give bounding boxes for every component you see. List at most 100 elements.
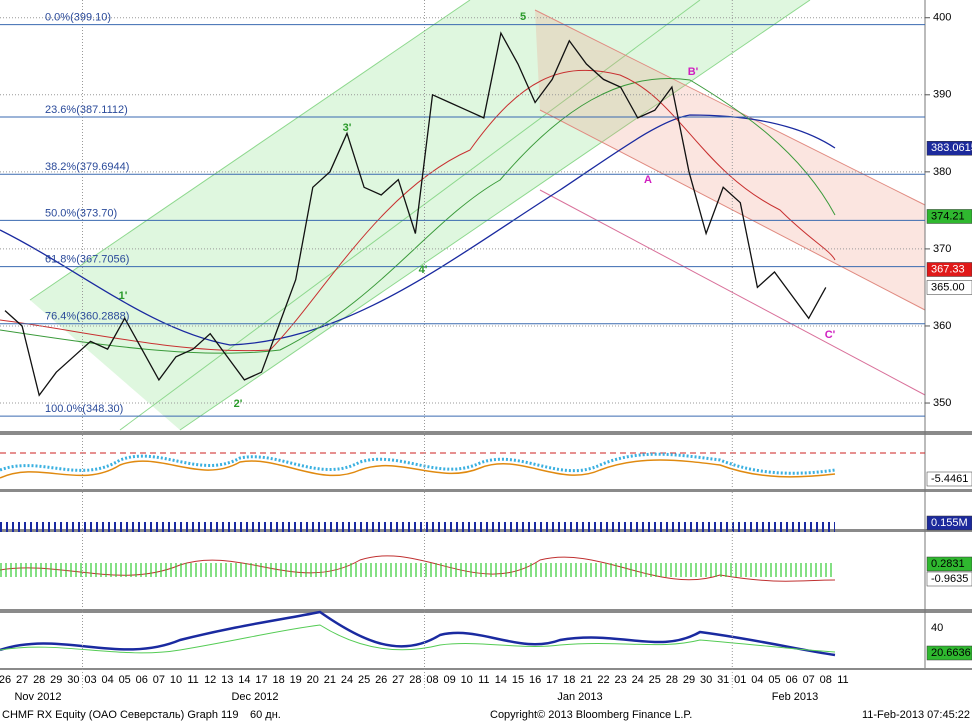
wave-label: 5 bbox=[520, 11, 526, 23]
indicator-label: 0.2831 bbox=[931, 558, 965, 570]
x-tick-label: 26 bbox=[375, 674, 387, 686]
x-tick-label: 21 bbox=[324, 674, 336, 686]
rsi-line bbox=[0, 610, 836, 657]
axis-value-label: 383.0615 bbox=[931, 142, 972, 154]
channel-line bbox=[179, 0, 811, 431]
panel-separator bbox=[0, 431, 972, 435]
x-tick-label: 11 bbox=[187, 674, 198, 686]
y-tick-label: 400 bbox=[933, 12, 951, 24]
x-tick-label: 08 bbox=[426, 674, 438, 686]
y-tick-label: 390 bbox=[933, 89, 951, 101]
x-tick-label: 10 bbox=[170, 674, 182, 686]
x-tick-label: 04 bbox=[101, 674, 113, 686]
moving-average bbox=[0, 78, 836, 354]
x-tick-label: 13 bbox=[221, 674, 233, 686]
x-tick-label: 18 bbox=[563, 674, 575, 686]
x-tick-label: 26 bbox=[0, 674, 11, 686]
x-tick-label: 18 bbox=[272, 674, 284, 686]
x-tick-label: 17 bbox=[255, 674, 267, 686]
wave-label: C' bbox=[825, 329, 836, 341]
indicator-box bbox=[926, 471, 972, 487]
fib-label: 0.0%(399.10) bbox=[45, 12, 111, 24]
channel-line bbox=[539, 189, 926, 396]
green-channel bbox=[30, 0, 810, 430]
y-tick-label: 360 bbox=[933, 320, 951, 332]
rsi-signal bbox=[0, 624, 836, 654]
axis-value-box bbox=[926, 280, 972, 295]
x-tick-label: 03 bbox=[84, 674, 96, 686]
x-tick-label: 14 bbox=[495, 674, 507, 686]
x-tick-label: 11 bbox=[837, 674, 848, 686]
x-tick-label: 24 bbox=[632, 674, 644, 686]
x-tick-label: 23 bbox=[614, 674, 626, 686]
channel-line bbox=[29, 0, 471, 301]
x-tick-label: 27 bbox=[392, 674, 404, 686]
x-tick-label: 29 bbox=[683, 674, 695, 686]
footer-security: CHMF RX Equity (OAO Северсталь) Graph 11… bbox=[2, 709, 239, 721]
x-tick-label: 28 bbox=[666, 674, 678, 686]
x-tick-label: 28 bbox=[33, 674, 45, 686]
fib-label: 76.4%(360.2888) bbox=[45, 311, 129, 323]
x-tick-label: 14 bbox=[238, 674, 250, 686]
axis-value-label: 365.00 bbox=[931, 281, 965, 293]
x-tick-label: 28 bbox=[409, 674, 421, 686]
month-label: Dec 2012 bbox=[231, 691, 278, 703]
fib-label: 38.2%(379.6944) bbox=[45, 161, 129, 173]
wave-label: 4' bbox=[419, 264, 428, 276]
x-tick-label: 01 bbox=[734, 674, 746, 686]
indicator-box bbox=[926, 645, 972, 661]
x-tick-label: 07 bbox=[153, 674, 165, 686]
x-tick-label: 25 bbox=[358, 674, 370, 686]
axis-value-box bbox=[926, 209, 972, 224]
fib-label: 100.0%(348.30) bbox=[45, 403, 123, 415]
x-tick-label: 06 bbox=[785, 674, 797, 686]
wave-label: B' bbox=[688, 66, 699, 78]
x-tick-label: 16 bbox=[529, 674, 541, 686]
x-tick-label: 25 bbox=[649, 674, 661, 686]
indicator-label: 0.155M bbox=[931, 517, 968, 529]
x-tick-label: 21 bbox=[580, 674, 592, 686]
wave-label: 1' bbox=[119, 290, 128, 302]
x-tick-label: 05 bbox=[119, 674, 131, 686]
month-label: Jan 2013 bbox=[557, 691, 602, 703]
wave-label: 2' bbox=[234, 398, 243, 410]
axis-value-box bbox=[926, 141, 972, 156]
footer-copyright: Copyright© 2013 Bloomberg Finance L.P. bbox=[490, 709, 692, 721]
x-tick-label: 12 bbox=[204, 674, 216, 686]
price-line bbox=[4, 31, 827, 397]
x-tick-label: 20 bbox=[307, 674, 319, 686]
footer-period: 60 дн. bbox=[250, 709, 281, 721]
fib-label: 61.8%(367.7056) bbox=[45, 253, 129, 265]
x-tick-label: 15 bbox=[512, 674, 524, 686]
axis-value-box bbox=[926, 262, 972, 277]
channel-line bbox=[534, 9, 926, 206]
x-tick-label: 05 bbox=[768, 674, 780, 686]
month-label: Feb 2013 bbox=[772, 691, 818, 703]
red-channel bbox=[535, 10, 925, 310]
indicator-label: -0.9635 bbox=[931, 573, 968, 585]
y-tick-label: 380 bbox=[933, 166, 951, 178]
wave-label: A bbox=[644, 174, 652, 186]
x-tick-label: 06 bbox=[136, 674, 148, 686]
indicator-label: 20.6636 bbox=[931, 647, 971, 659]
x-tick-label: 17 bbox=[546, 674, 558, 686]
y-tick-label: 350 bbox=[933, 397, 951, 409]
fib-label: 50.0%(373.70) bbox=[45, 207, 117, 219]
x-tick-label: 11 bbox=[478, 674, 489, 686]
x-tick-label: 31 bbox=[717, 674, 729, 686]
indicator-label: 40 bbox=[931, 622, 943, 634]
x-tick-label: 09 bbox=[443, 674, 455, 686]
moving-average bbox=[0, 114, 836, 346]
indicator-box bbox=[926, 515, 972, 531]
fib-label: 23.6%(387.1112) bbox=[45, 104, 128, 116]
panel-separator bbox=[0, 609, 972, 613]
axis-value-label: 374.21 bbox=[931, 210, 965, 222]
oscillator bbox=[0, 459, 836, 479]
panel-separator bbox=[0, 668, 972, 670]
indicator-label: -5.4461 bbox=[931, 473, 968, 485]
x-tick-label: 29 bbox=[50, 674, 62, 686]
x-tick-label: 27 bbox=[16, 674, 28, 686]
x-tick-label: 10 bbox=[461, 674, 473, 686]
x-tick-label: 07 bbox=[803, 674, 815, 686]
